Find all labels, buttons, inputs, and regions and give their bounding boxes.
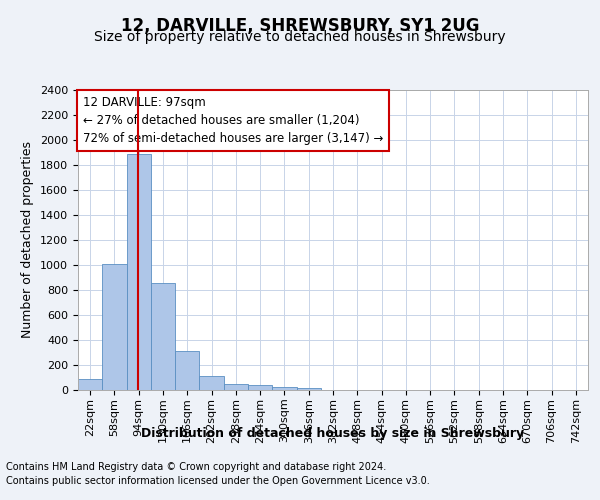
Text: 12, DARVILLE, SHREWSBURY, SY1 2UG: 12, DARVILLE, SHREWSBURY, SY1 2UG (121, 18, 479, 36)
Bar (175, 350, 199, 390)
Bar (102, 264, 127, 390)
Bar (248, 385, 272, 390)
Text: 12 DARVILLE: 97sqm
← 27% of detached houses are smaller (1,204)
72% of semi-deta: 12 DARVILLE: 97sqm ← 27% of detached hou… (83, 96, 383, 145)
Y-axis label: Number of detached properties: Number of detached properties (22, 142, 34, 338)
Bar (199, 376, 224, 390)
Text: Size of property relative to detached houses in Shrewsbury: Size of property relative to detached ho… (94, 30, 506, 44)
Bar (272, 386, 296, 390)
Text: Distribution of detached houses by size in Shrewsbury: Distribution of detached houses by size … (142, 428, 524, 440)
Bar (296, 388, 321, 390)
Bar (151, 282, 175, 390)
Text: Contains HM Land Registry data © Crown copyright and database right 2024.: Contains HM Land Registry data © Crown c… (6, 462, 386, 472)
Bar (224, 384, 248, 390)
Bar (78, 380, 102, 390)
Bar (127, 154, 151, 390)
Text: Contains public sector information licensed under the Open Government Licence v3: Contains public sector information licen… (6, 476, 430, 486)
